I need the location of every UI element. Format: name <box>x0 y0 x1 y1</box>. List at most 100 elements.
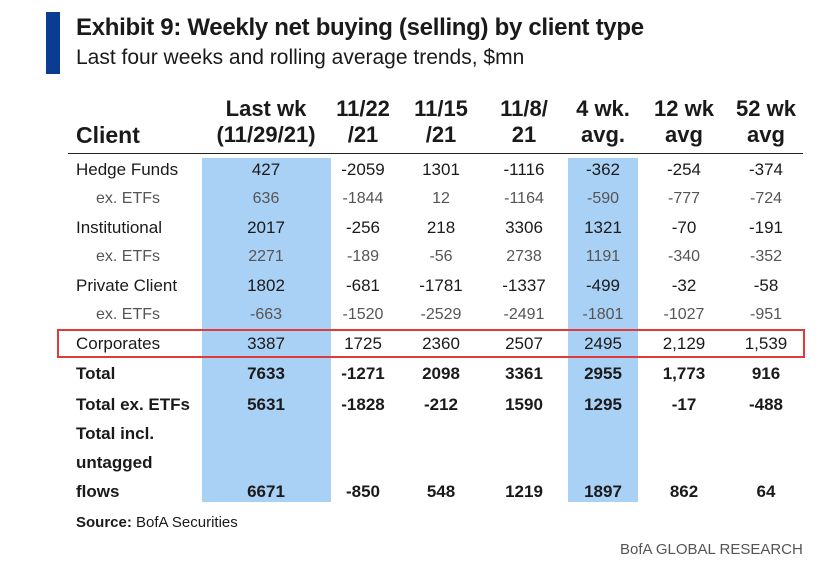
header-col-5: 12 wk avg <box>646 96 722 148</box>
table-cell: 3387 <box>247 334 285 353</box>
header-col-1: 11/22/21 <box>325 96 401 148</box>
header-col-line: 12 wk <box>654 96 714 121</box>
header-col-line: /21 <box>347 122 379 147</box>
header-col-line: avg <box>665 122 703 147</box>
table-cell: 1295 <box>584 395 622 414</box>
table-cell: -256 <box>345 218 381 237</box>
table-cell: 862 <box>669 482 699 501</box>
header-client: Client <box>76 122 140 148</box>
table-cell: -374 <box>748 160 784 179</box>
table-cell: -1520 <box>342 306 384 323</box>
corporates-row-highlight <box>57 329 805 358</box>
table-cell: -1844 <box>342 190 384 207</box>
table-cell: -191 <box>748 218 784 237</box>
table-cell: 1,773 <box>662 364 706 383</box>
table-cell: -189 <box>346 248 380 265</box>
table-cell: 2017 <box>247 218 285 237</box>
table-cell: 2955 <box>584 364 622 383</box>
exhibit-subtitle: Last four weeks and rolling average tren… <box>76 46 525 69</box>
row-label: Total ex. ETFs <box>76 395 190 414</box>
header-col-line: avg <box>747 122 785 147</box>
table-cell: -681 <box>345 276 381 295</box>
table-cell: 3361 <box>505 364 543 383</box>
table-cell: -499 <box>585 276 621 295</box>
table-cell: -352 <box>749 248 783 265</box>
header-col-line: (11/29/21) <box>216 122 316 147</box>
table-cell: -212 <box>423 395 459 414</box>
table-cell: 6671 <box>247 482 285 501</box>
table-cell: -56 <box>429 248 453 265</box>
header-col-3: 11/8/21 <box>486 96 562 148</box>
table-cell: -590 <box>586 190 620 207</box>
table-cell: 1897 <box>584 482 622 501</box>
table-cell: 427 <box>251 160 281 179</box>
table-cell: 1,539 <box>744 334 788 353</box>
table-cell: 3306 <box>505 218 543 237</box>
table-cell: 916 <box>751 364 781 383</box>
row-label: Corporates <box>76 334 161 353</box>
table-cell: 2098 <box>422 364 460 383</box>
header-col-line: 11/15 <box>414 96 468 121</box>
table-cell: 2,129 <box>662 334 706 353</box>
row-label: ex. ETFs <box>96 190 161 207</box>
table-cell: -2491 <box>503 306 545 323</box>
table-cell: 1725 <box>344 334 382 353</box>
table-cell: -32 <box>671 276 697 295</box>
table-cell: 2738 <box>506 248 542 265</box>
table-cell: -724 <box>749 190 783 207</box>
exhibit-title: Exhibit 9: Weekly net buying (selling) b… <box>76 14 644 41</box>
table-cell: 2360 <box>422 334 460 353</box>
table-cell: 1301 <box>422 160 460 179</box>
header-divider <box>68 153 803 154</box>
table-cell: -2059 <box>341 160 385 179</box>
table-cell: -1164 <box>504 190 544 207</box>
row-label-line: Total incl. <box>76 424 155 443</box>
header-col-6: 52 wk avg <box>728 96 804 148</box>
table-cell: -254 <box>666 160 702 179</box>
header-col-line: 52 wk <box>736 96 796 121</box>
table-cell: -1027 <box>663 306 705 323</box>
source-label: Source: <box>76 514 132 531</box>
row-label: Private Client <box>76 276 178 295</box>
header-col-line: avg. <box>580 122 626 147</box>
header-col-line: /21 <box>425 122 457 147</box>
table-cell: -850 <box>345 482 381 501</box>
table-cell: -1828 <box>341 395 385 414</box>
accent-bar <box>46 12 60 74</box>
table-cell: 2507 <box>505 334 543 353</box>
source-value: BofA Securities <box>136 514 238 531</box>
header-col-0: Last wk (11/29/21) <box>202 96 330 148</box>
header-col-line: 11/22 <box>336 96 390 121</box>
table-cell: 218 <box>426 218 456 237</box>
row-label: Institutional <box>76 218 162 237</box>
table-cell: -362 <box>585 160 621 179</box>
table-cell: 1191 <box>585 248 621 265</box>
row-label: ex. ETFs <box>96 248 161 265</box>
table-cell: -2529 <box>420 306 462 323</box>
header-col-line: 11/8/ <box>500 96 548 121</box>
row-label: Total <box>76 364 116 383</box>
table-cell: 1321 <box>584 218 622 237</box>
row-label-line: flows <box>76 482 120 501</box>
table-cell: 548 <box>426 482 456 501</box>
table-cell: -663 <box>249 306 283 323</box>
table-cell: -951 <box>749 306 783 323</box>
table-cell: 1802 <box>247 276 285 295</box>
table-cell: 5631 <box>247 395 285 414</box>
table-cell: -58 <box>753 276 779 295</box>
table-cell: -1801 <box>582 306 624 323</box>
header-col-2: 11/15/21 <box>403 96 479 148</box>
table-cell: -70 <box>671 218 697 237</box>
source-note: Source: BofA Securities <box>76 514 238 531</box>
table-cell: -1781 <box>419 276 463 295</box>
table-cell: -1271 <box>341 364 385 383</box>
row-label: ex. ETFs <box>96 306 161 323</box>
table-cell: -17 <box>671 395 697 414</box>
table-cell: 2271 <box>248 248 284 265</box>
table-cell: -1116 <box>503 160 545 179</box>
table-cell: 636 <box>252 190 280 207</box>
table-cell: 64 <box>756 482 776 501</box>
row-label-line: untagged <box>76 453 153 472</box>
table-cell: -340 <box>667 248 701 265</box>
table-cell: -488 <box>748 395 784 414</box>
